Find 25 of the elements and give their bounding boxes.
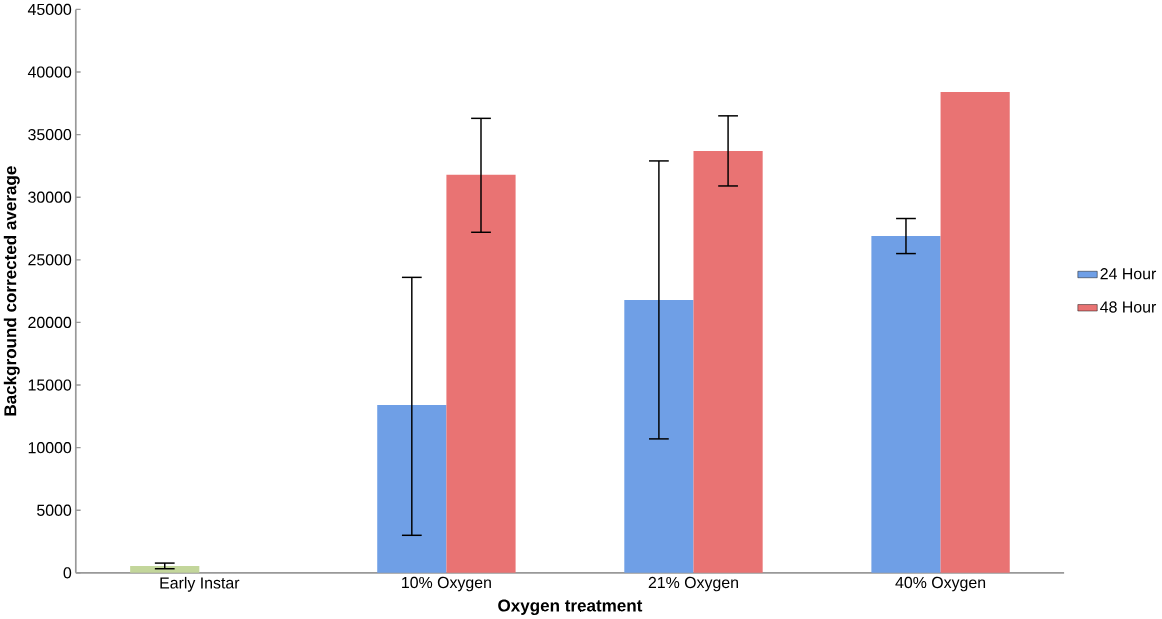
bar (693, 151, 763, 573)
y-tick-label: 5000 (37, 504, 72, 516)
bar (446, 174, 516, 573)
x-axis-title: Oxygen treatment (498, 599, 643, 616)
x-tick-label: 21% Oxygen (648, 576, 738, 592)
y-tick-label: 45000 (27, 3, 72, 16)
y-axis-title: Background corrected average (3, 166, 20, 416)
legend-label: 24 Hour (1100, 268, 1157, 280)
bar (940, 92, 1010, 573)
y-tick-label: 0 (63, 567, 72, 579)
bar (871, 236, 941, 573)
x-tick-label: Early Instar (160, 576, 240, 592)
y-tick-label: 10000 (28, 442, 72, 454)
bar (624, 300, 694, 573)
y-tick-label: 25000 (28, 254, 72, 266)
y-tick-label: 35000 (28, 129, 72, 141)
x-tick-label: 40% Oxygen (895, 576, 986, 592)
legend-label: 48 Hour (1100, 301, 1157, 313)
bar (130, 566, 200, 573)
bar (377, 405, 447, 573)
y-tick-label: 20000 (28, 316, 72, 329)
y-tick-label: 15000 (28, 379, 72, 391)
y-tick-label: 30000 (28, 191, 72, 203)
x-tick-label: 10% Oxygen (402, 576, 491, 592)
y-tick-label: 40000 (27, 66, 72, 78)
